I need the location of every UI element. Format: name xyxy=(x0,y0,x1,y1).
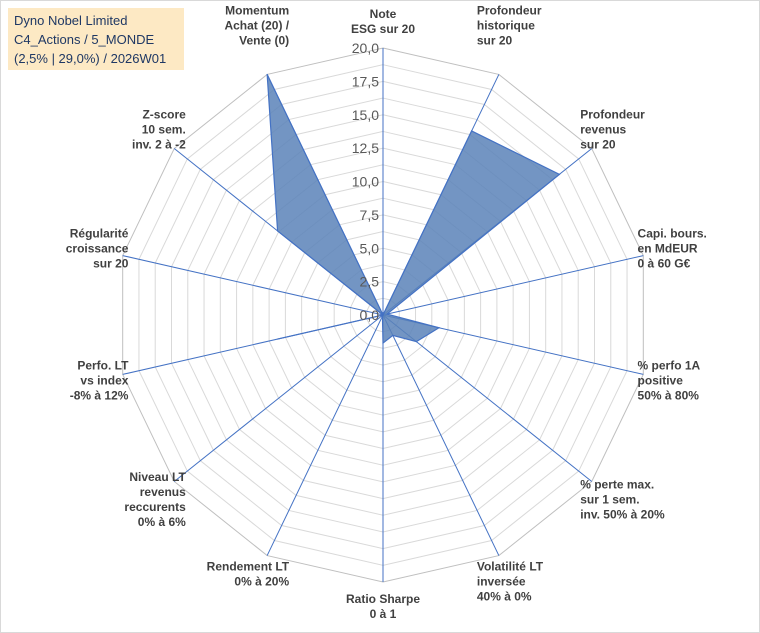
category-label: Capi. bours. en MdEUR 0 à 60 G€ xyxy=(638,226,707,270)
series-point xyxy=(382,342,384,344)
category-label-line: Régularité xyxy=(70,226,129,240)
tick-label: 15,0 xyxy=(352,107,379,123)
series-point xyxy=(266,73,268,76)
radial-tick-labels: 0,0 2,5 5,0 7,5 10,0 12,5 15,0 17,5 20,0 xyxy=(352,40,379,323)
category-label: Momentum Achat (20) / Vente (0) xyxy=(224,3,289,47)
category-label-line: Capi. bours. xyxy=(638,226,707,240)
chart-title-period: (2,5% | 29,0%) / 2026W01 xyxy=(14,51,167,66)
category-label: Niveau LT revenus reccurents 0% à 6% xyxy=(124,470,186,529)
series-point xyxy=(392,334,394,337)
category-label-line: Profondeur xyxy=(477,3,542,17)
category-label: Z-score 10 sem. inv. 2 à -2 xyxy=(132,107,186,151)
tick-label: 7,5 xyxy=(360,207,380,223)
category-label-line: 50% à 80% xyxy=(638,389,700,403)
category-label-line: Ratio Sharpe xyxy=(346,592,420,606)
radar-spoke xyxy=(266,314,384,556)
category-label-line: Perfo. LT xyxy=(77,359,129,373)
category-label-line: inv. 50% à 20% xyxy=(580,508,665,522)
category-label: Ratio Sharpe 0 à 1 xyxy=(346,592,420,621)
category-label-line: 40% à 0% xyxy=(477,590,532,604)
category-label-line: % perte max. xyxy=(580,478,654,492)
category-label-line: vs index xyxy=(80,374,128,388)
category-label-line: revenus xyxy=(140,485,186,499)
category-label-line: Z-score xyxy=(142,107,186,121)
category-label-line: 0 à 60 G€ xyxy=(638,256,691,270)
tick-label: 12,5 xyxy=(352,140,379,156)
category-label-line: Rendement LT xyxy=(207,560,290,574)
series-point xyxy=(386,313,388,315)
category-label-line: sur 20 xyxy=(477,33,513,47)
series-point xyxy=(415,341,417,343)
category-label-line: Niveau LT xyxy=(129,470,186,484)
category-label: Profondeur revenus sur 20 xyxy=(580,107,645,151)
category-label-line: 0 à 1 xyxy=(370,607,397,621)
radar-spoke xyxy=(382,314,500,556)
tick-label: 5,0 xyxy=(360,240,380,256)
tick-label: 0,0 xyxy=(360,307,380,323)
category-label: % perfo 1A positive 50% à 80% xyxy=(638,359,701,403)
category-label-line: Achat (20) / xyxy=(224,18,289,32)
category-label: Profondeur historique sur 20 xyxy=(477,3,542,47)
category-label-line: Vente (0) xyxy=(239,33,289,47)
chart-title-company: Dyno Nobel Limited xyxy=(14,13,128,28)
category-label-line: en MdEUR xyxy=(638,241,698,255)
category-label-line: reccurents xyxy=(124,500,186,514)
category-label-line: Momentum xyxy=(225,3,289,17)
category-label-line: sur 20 xyxy=(93,256,129,270)
category-label-line: Volatilité LT xyxy=(477,560,544,574)
category-label-line: Note xyxy=(370,7,397,21)
category-label-line: inversée xyxy=(477,575,526,589)
category-label: Note ESG sur 20 xyxy=(351,7,415,36)
category-label-line: 0% à 6% xyxy=(138,515,186,529)
category-label-line: positive xyxy=(638,374,684,388)
category-label-line: 0% à 20% xyxy=(234,575,289,589)
series-point xyxy=(382,314,384,316)
chart-title-box: Dyno Nobel Limited C4_Actions / 5_MONDE … xyxy=(8,8,184,70)
radar-spoke xyxy=(382,255,644,316)
series-point xyxy=(471,130,473,132)
category-label-line: sur 20 xyxy=(580,137,616,151)
category-label: Perfo. LT vs index -8% à 12% xyxy=(70,359,129,403)
radar-spoke xyxy=(382,314,593,482)
series-point xyxy=(381,315,384,317)
category-label: Rendement LT 0% à 20% xyxy=(207,560,290,589)
tick-label: 2,5 xyxy=(360,274,380,290)
tick-label: 17,5 xyxy=(352,73,379,89)
category-label-line: ESG sur 20 xyxy=(351,22,415,36)
tick-label: 20,0 xyxy=(352,40,379,56)
category-label-line: Profondeur xyxy=(580,107,645,121)
chart-title-universe: C4_Actions / 5_MONDE xyxy=(14,32,155,47)
category-label-line: revenus xyxy=(580,122,626,136)
series-point xyxy=(276,230,279,232)
radar-series-layer xyxy=(266,73,561,345)
series-point xyxy=(438,327,440,329)
tick-label: 10,0 xyxy=(352,174,379,190)
radar-spoke xyxy=(122,255,384,316)
category-label-line: croissance xyxy=(66,241,129,255)
category-label: % perte max. sur 1 sem. inv. 50% à 20% xyxy=(580,478,665,522)
category-label: Volatilité LT inversée 40% à 0% xyxy=(477,560,544,604)
radar-spoke xyxy=(173,314,384,482)
category-label: Régularité croissance sur 20 xyxy=(66,226,129,270)
category-label-line: sur 1 sem. xyxy=(580,493,639,507)
series-point xyxy=(276,338,279,340)
category-label-line: inv. 2 à -2 xyxy=(132,137,186,151)
category-label-line: 10 sem. xyxy=(142,122,186,136)
category-label-line: historique xyxy=(477,18,535,32)
category-label-line: -8% à 12% xyxy=(70,389,129,403)
series-point xyxy=(558,173,560,175)
category-label-line: % perfo 1A xyxy=(638,359,701,373)
